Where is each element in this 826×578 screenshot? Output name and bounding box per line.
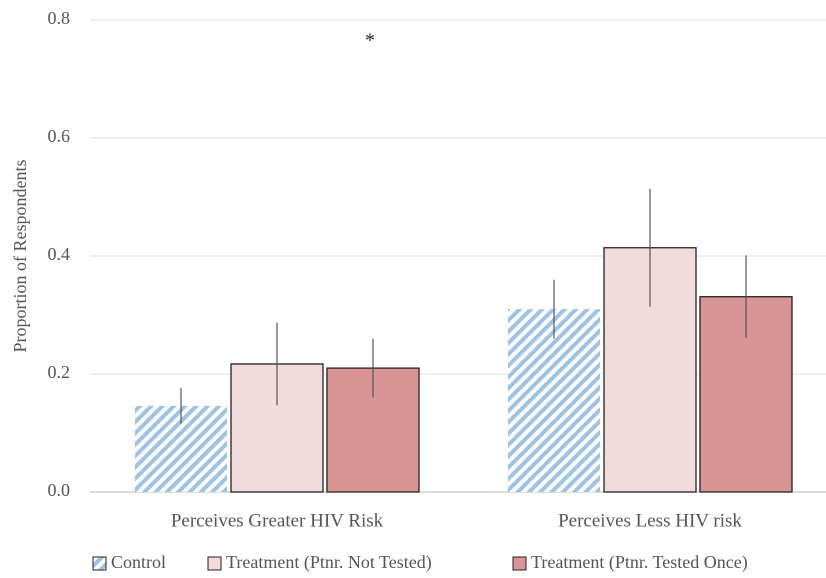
legend-swatch [207,556,222,571]
x-tick-label: Perceives Greater HIV Risk [171,510,384,531]
y-tick-label: 0.8 [48,8,71,28]
bar [508,309,600,492]
y-tick-label: 0.4 [48,244,71,264]
legend-label: Control [111,552,166,572]
y-tick-label: 0.6 [48,126,71,146]
x-tick-label: Perceives Less HIV risk [558,510,742,531]
legend-swatch [92,556,107,571]
legend-label: Treatment (Ptnr. Tested Once) [531,552,748,573]
legend-label: Treatment (Ptnr. Not Tested) [226,552,432,573]
y-tick-label: 0.2 [48,362,71,382]
y-tick-label: 0.0 [48,480,71,500]
legend-swatch [512,556,527,571]
y-axis-label: Proportion of Respondents [10,160,30,353]
annotation: * [365,30,375,52]
